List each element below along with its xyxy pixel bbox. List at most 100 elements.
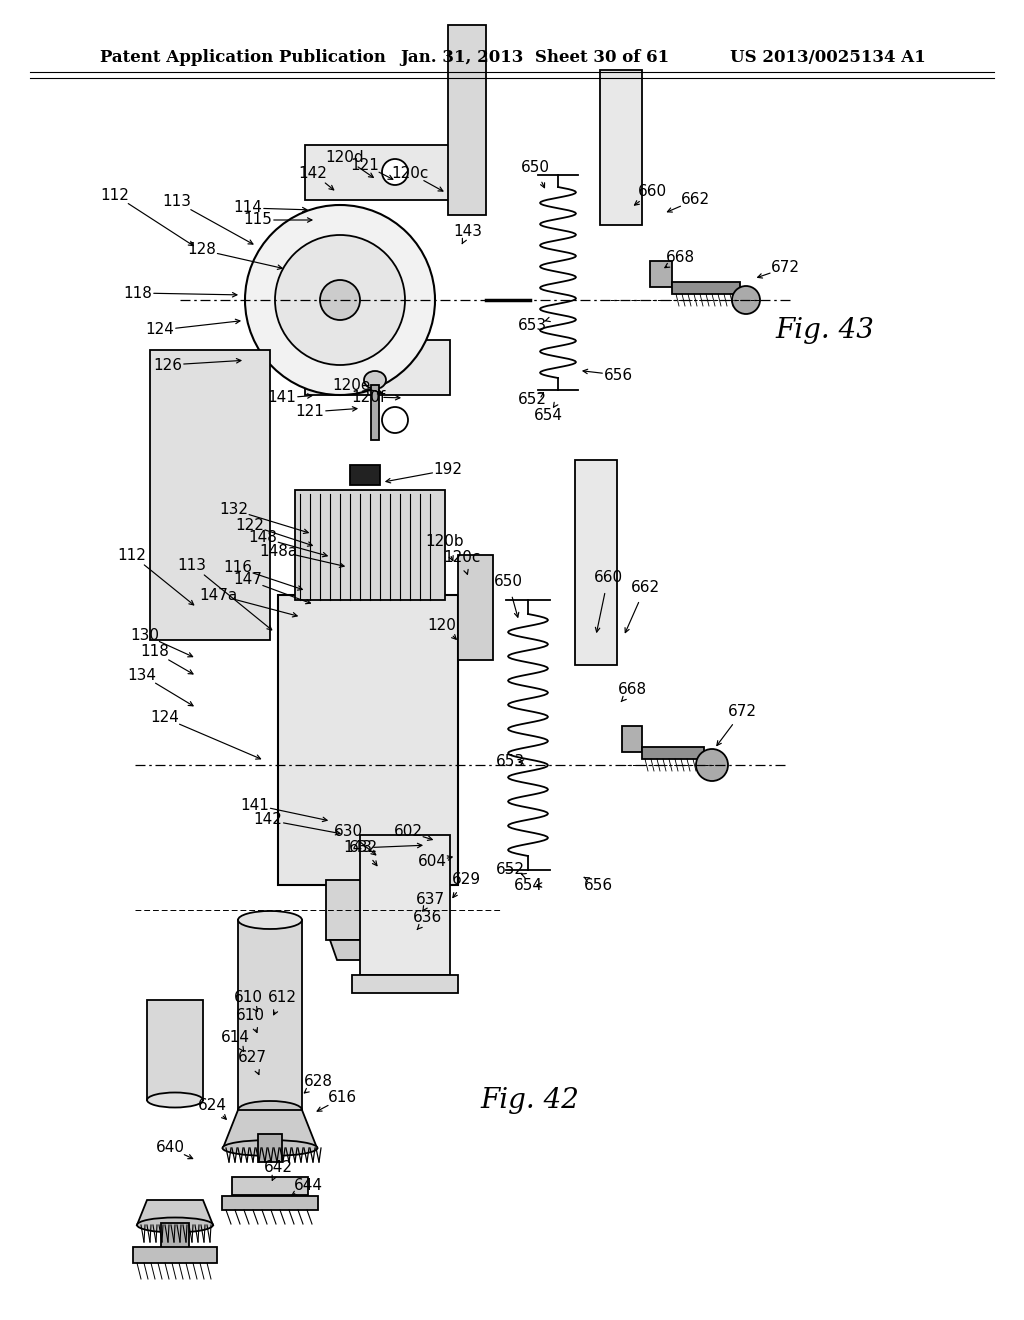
Text: 642: 642 [263, 1160, 293, 1176]
Text: 627: 627 [238, 1051, 266, 1065]
Text: 118: 118 [140, 644, 169, 660]
Text: 120d: 120d [326, 150, 365, 165]
Circle shape [245, 205, 435, 395]
Text: 636: 636 [414, 911, 442, 925]
Text: US 2013/0025134 A1: US 2013/0025134 A1 [730, 49, 926, 66]
Text: 143: 143 [343, 841, 373, 855]
Text: 132: 132 [219, 503, 249, 517]
Text: 640: 640 [156, 1140, 184, 1155]
Text: 116: 116 [223, 561, 253, 576]
Text: 141: 141 [267, 391, 296, 405]
Text: 612: 612 [267, 990, 297, 1006]
Text: 143: 143 [454, 224, 482, 239]
Bar [672, 282, 740, 294]
Ellipse shape [222, 1140, 317, 1156]
Bar [133, 1247, 217, 1263]
Text: 134: 134 [128, 668, 157, 682]
Text: 652: 652 [496, 862, 524, 878]
Text: 644: 644 [294, 1177, 323, 1192]
Text: Jan. 31, 2013  Sheet 30 of 61: Jan. 31, 2013 Sheet 30 of 61 [400, 49, 669, 66]
Text: 128: 128 [187, 243, 216, 257]
Text: 654: 654 [534, 408, 562, 422]
Text: 650: 650 [520, 161, 550, 176]
Bar [622, 726, 642, 752]
Bar [295, 490, 445, 601]
Text: 112: 112 [118, 548, 146, 562]
Polygon shape [330, 940, 412, 960]
Text: 120f: 120f [351, 389, 385, 404]
Text: 192: 192 [433, 462, 463, 478]
Text: 629: 629 [452, 873, 480, 887]
Text: 142: 142 [299, 165, 328, 181]
Circle shape [382, 407, 408, 433]
Bar [150, 350, 270, 640]
Text: 616: 616 [328, 1090, 356, 1106]
Text: 141: 141 [241, 797, 269, 813]
Bar [575, 459, 617, 665]
Text: 610: 610 [233, 990, 262, 1006]
Bar [232, 1177, 308, 1195]
Text: 668: 668 [666, 251, 694, 265]
Text: 652: 652 [517, 392, 547, 408]
Polygon shape [137, 1200, 213, 1225]
Text: 653: 653 [496, 755, 524, 770]
Text: 656: 656 [584, 878, 612, 892]
Text: 120b: 120b [426, 535, 464, 549]
Bar [305, 341, 450, 395]
Circle shape [732, 286, 760, 314]
Text: 610: 610 [236, 1007, 264, 1023]
Text: 630: 630 [334, 825, 362, 840]
Ellipse shape [147, 1093, 203, 1107]
Text: 122: 122 [236, 517, 264, 532]
Text: Patent Application Publication: Patent Application Publication [100, 49, 386, 66]
Text: 660: 660 [594, 570, 623, 586]
Circle shape [319, 280, 360, 319]
Ellipse shape [137, 1217, 213, 1233]
Bar [305, 145, 450, 201]
Bar [161, 1224, 189, 1247]
Bar [350, 465, 380, 484]
Text: 121: 121 [296, 404, 325, 420]
Bar [238, 920, 302, 1110]
Text: 650: 650 [494, 574, 522, 590]
Text: 660: 660 [637, 185, 667, 199]
Text: 668: 668 [617, 682, 646, 697]
Text: 130: 130 [130, 627, 160, 643]
Circle shape [275, 235, 406, 366]
Text: 114: 114 [233, 201, 262, 215]
Text: 632: 632 [348, 841, 378, 855]
Text: 120c: 120c [443, 550, 480, 565]
Text: 113: 113 [163, 194, 191, 210]
Text: 653: 653 [517, 318, 547, 333]
Bar [371, 385, 379, 440]
Text: 126: 126 [154, 358, 182, 372]
Text: 662: 662 [680, 193, 710, 207]
Text: 118: 118 [124, 285, 153, 301]
Circle shape [382, 158, 408, 185]
Bar [449, 25, 486, 215]
Bar [650, 261, 672, 286]
Bar [326, 880, 416, 940]
Ellipse shape [364, 371, 386, 389]
Text: 124: 124 [151, 710, 179, 726]
Bar [352, 975, 458, 993]
Bar [258, 1134, 282, 1162]
Ellipse shape [238, 1101, 302, 1119]
Bar [600, 70, 642, 224]
Text: 148: 148 [249, 531, 278, 545]
Circle shape [696, 748, 728, 781]
Ellipse shape [238, 911, 302, 929]
Text: 147a: 147a [199, 587, 238, 602]
Text: 112: 112 [100, 187, 129, 202]
Text: 115: 115 [244, 213, 272, 227]
Text: 637: 637 [416, 892, 444, 908]
Text: 148a: 148a [259, 544, 297, 558]
Text: 662: 662 [631, 581, 659, 595]
Text: 120: 120 [428, 618, 457, 632]
Text: 120c: 120c [391, 165, 429, 181]
Bar [278, 595, 458, 884]
Bar [222, 1196, 318, 1210]
Text: 624: 624 [198, 1097, 226, 1113]
Text: 124: 124 [145, 322, 174, 338]
Text: Fig. 43: Fig. 43 [775, 317, 873, 343]
